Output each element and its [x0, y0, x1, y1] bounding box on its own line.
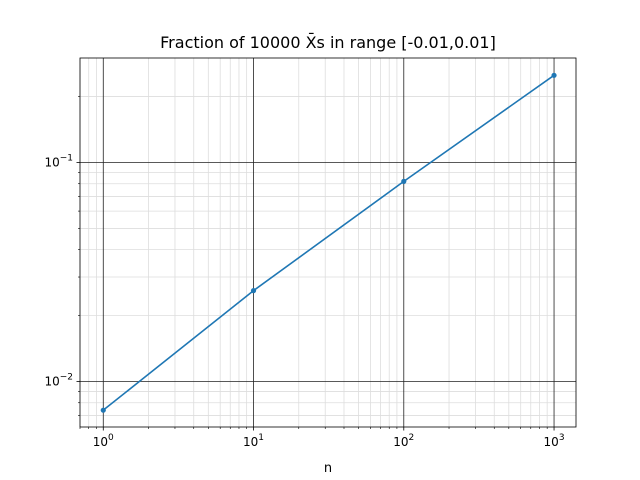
series-layer [100, 72, 557, 413]
x-tick-label: 102 [393, 433, 414, 449]
data-point [100, 407, 106, 413]
data-point [551, 72, 557, 78]
y-tick-label: 10−2 [44, 373, 73, 389]
data-point [401, 178, 407, 184]
x-axis-label: n [324, 461, 332, 476]
chart-title: Fraction of 10000 X̄s in range [-0.01,0.… [160, 33, 496, 52]
plot-area [80, 58, 576, 427]
x-tick-label: 101 [243, 433, 264, 449]
axis-ticks: 100 101 102 103 10−2 10−1 [44, 96, 565, 449]
plot-frame [79, 57, 577, 428]
y-tick-label: 10−1 [44, 154, 73, 170]
data-point [250, 288, 257, 294]
x-tick-label: 103 [544, 433, 565, 449]
series-line [102, 74, 555, 411]
minor-gridlines [79, 58, 576, 427]
major-gridlines [80, 58, 576, 427]
x-tick-label: 100 [93, 433, 114, 449]
